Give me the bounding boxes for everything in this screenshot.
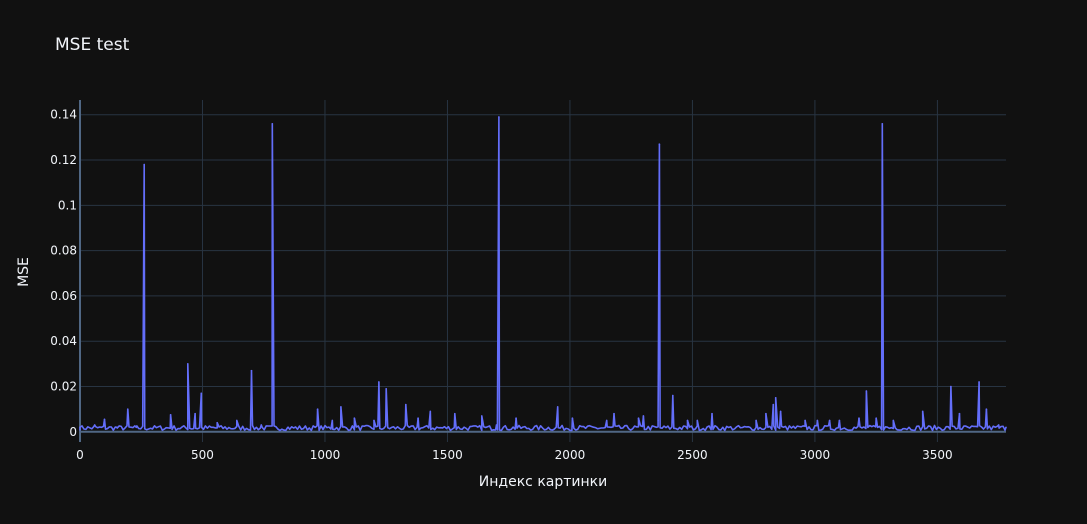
mse-data-point	[571, 417, 574, 420]
mse-data-point	[875, 417, 877, 420]
mse-data-point	[613, 412, 615, 415]
mse-data-point	[774, 397, 777, 399]
mse-data-point	[115, 426, 118, 429]
mse-data-point	[250, 369, 253, 372]
x-tick-label: 3000	[800, 448, 831, 462]
mse-data-point	[103, 418, 106, 421]
mse-data-point	[316, 408, 319, 410]
mse-data-point	[804, 419, 806, 422]
mse-data-point	[378, 381, 380, 383]
mse-data-point	[480, 415, 483, 417]
mse-data-point	[858, 417, 860, 420]
x-tick-label: 1500	[432, 448, 463, 462]
mse-data-point	[881, 122, 884, 125]
mse-data-point	[200, 392, 203, 395]
y-tick-label: 0	[69, 425, 77, 439]
mse-data-point	[515, 417, 517, 420]
mse-data-point	[658, 143, 661, 145]
tick-layer: 0 500 1000 1500 2000 2500 3000 3500 0 0.02 0.04 0.0…	[50, 108, 952, 462]
mse-data-point	[169, 414, 172, 416]
mse-data-point	[186, 363, 189, 365]
mse-data-point	[287, 426, 290, 429]
mse-data-point	[235, 419, 238, 422]
mse-data-point	[865, 390, 868, 392]
mse-data-point	[892, 419, 895, 422]
mse-data-point	[143, 163, 145, 166]
y-tick-label: 0.12	[50, 153, 77, 167]
mse-data-point	[271, 122, 274, 125]
x-tick-label: 500	[191, 448, 214, 462]
mse-data-point	[686, 419, 689, 422]
mse-data-point	[353, 417, 356, 420]
mse-data-point	[765, 412, 767, 415]
y-tick-label: 0.08	[50, 244, 77, 258]
plot-layer	[79, 116, 1007, 432]
mse-data-point	[637, 417, 640, 420]
x-axis-title: Индекс картинки	[479, 474, 607, 490]
mse-data-point	[373, 419, 375, 422]
mse-data-point	[331, 419, 334, 422]
x-tick-label: 1000	[310, 448, 341, 462]
mse-data-point	[997, 424, 1000, 426]
mse-data-point	[828, 419, 831, 422]
mse-data-point	[126, 408, 129, 410]
mse-data-point	[755, 419, 757, 422]
mse-data-point	[985, 408, 988, 410]
x-tick-label: 0	[76, 448, 84, 462]
mse-data-point	[838, 419, 841, 422]
y-tick-label: 0.06	[50, 289, 77, 303]
mse-data-point	[385, 387, 388, 390]
mse-series-line	[79, 116, 1007, 432]
mse-data-point	[454, 412, 456, 415]
mse-data-point	[429, 410, 432, 413]
mse-data-point	[1005, 426, 1007, 429]
mse-data-point	[216, 421, 218, 424]
mse-data-point	[921, 410, 924, 413]
mse-data-point	[417, 417, 419, 420]
mse-data-point	[950, 385, 952, 388]
mse-data-point	[605, 419, 608, 422]
y-tick-label: 0.02	[50, 380, 77, 394]
mse-data-point	[340, 406, 342, 408]
mse-data-point	[958, 412, 961, 415]
x-tick-label: 3500	[922, 448, 953, 462]
y-tick-label: 0.04	[50, 334, 77, 348]
mse-data-point	[260, 424, 263, 426]
mse-data-point	[93, 424, 96, 426]
mse-data-point	[556, 406, 559, 408]
mse-data-point	[657, 419, 659, 422]
mse-data-point	[135, 426, 138, 429]
x-tick-label: 2500	[677, 448, 708, 462]
x-tick-label: 2000	[555, 448, 586, 462]
y-axis-title: MSE	[16, 257, 32, 287]
mse-data-point	[495, 424, 498, 426]
mse-data-point	[405, 403, 407, 406]
mse-data-point	[642, 415, 645, 417]
y-tick-label: 0.14	[50, 108, 77, 122]
mse-data-point	[194, 412, 196, 415]
mse-data-point	[772, 403, 775, 406]
mse-data-point	[711, 412, 713, 415]
mse-data-point	[672, 394, 674, 397]
mse-data-point	[498, 116, 500, 118]
chart-title: MSE test	[55, 35, 130, 55]
mse-data-point	[696, 419, 699, 422]
mse-data-point	[978, 381, 980, 383]
mse-data-point	[779, 410, 782, 413]
mse-data-point	[152, 426, 155, 429]
mse-data-point	[816, 419, 819, 422]
mse-data-point	[79, 426, 81, 429]
y-tick-label: 0.1	[58, 198, 77, 212]
grid-layer	[79, 100, 1006, 442]
